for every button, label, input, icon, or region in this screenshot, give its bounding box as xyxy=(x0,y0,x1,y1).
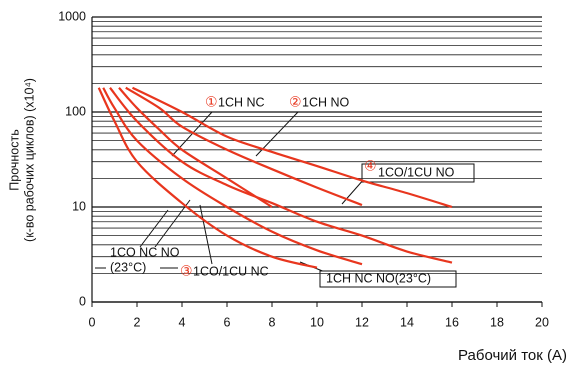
curve xyxy=(109,87,453,264)
leader xyxy=(154,199,191,248)
annotation: ④ xyxy=(364,158,377,174)
leader xyxy=(199,204,213,265)
y-tick-label: 10 xyxy=(72,199,86,213)
x-tick-label: 4 xyxy=(179,315,186,329)
curve xyxy=(125,86,363,207)
curve xyxy=(132,86,453,209)
x-tick-label: 8 xyxy=(269,315,276,329)
x-tick-label: 20 xyxy=(535,315,549,329)
annotation: 1CO NC NO xyxy=(110,245,180,259)
label-box xyxy=(361,163,475,183)
x-tick-label: 2 xyxy=(134,315,141,329)
y-tick-label: 100 xyxy=(65,104,86,118)
x-axis-label: Рабочий ток (A) xyxy=(458,347,567,364)
x-tick-label: 0 xyxy=(89,315,96,329)
y-tick-label: 1000 xyxy=(58,9,86,23)
annotation: 1CH NO xyxy=(302,95,350,109)
annotation: ③ xyxy=(180,263,193,279)
curve xyxy=(102,87,363,266)
x-tick-label: 18 xyxy=(490,315,504,329)
y-tick-label: 0 xyxy=(79,294,86,308)
curve xyxy=(118,87,273,208)
x-tick-label: 10 xyxy=(310,315,324,329)
label-box xyxy=(319,270,457,288)
x-tick-label: 6 xyxy=(224,315,231,329)
x-tick-label: 14 xyxy=(400,315,414,329)
x-tick-label: 16 xyxy=(445,315,459,329)
annotation: 1CH NC NO(23°C) xyxy=(326,271,431,285)
y-axis-label: (к-во рабочих циклов) (x10⁴) xyxy=(22,78,36,242)
curve xyxy=(97,87,318,269)
annotation: ① xyxy=(205,94,218,110)
annotation: 1CO/1CU NO xyxy=(378,165,455,179)
y-axis-label: Прочность xyxy=(7,129,21,190)
leader xyxy=(139,209,169,248)
annotation: ② xyxy=(289,94,302,110)
x-tick-label: 12 xyxy=(355,315,369,329)
annotation: 1CH NC xyxy=(218,95,265,109)
annotation: 1CO/1CU NC xyxy=(193,264,269,278)
annotation: (23°C) xyxy=(110,260,146,274)
